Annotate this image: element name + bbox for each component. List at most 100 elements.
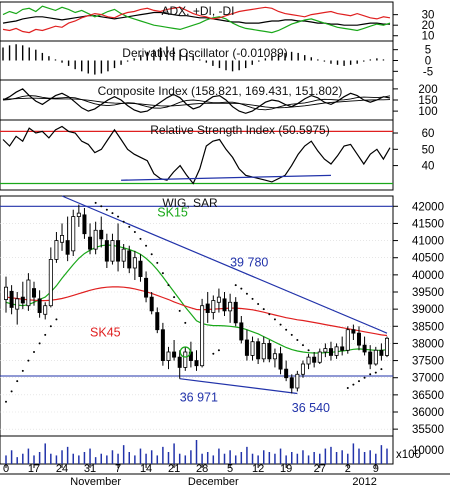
adx-y-tick-label: 10 bbox=[422, 31, 435, 43]
sar-point bbox=[374, 371, 377, 374]
wig-y-tick-label: 36000 bbox=[412, 407, 444, 419]
panel-title-wig-sar: WIG, SAR bbox=[162, 196, 218, 210]
sar-point bbox=[285, 328, 288, 331]
candle-body bbox=[9, 290, 14, 308]
candle-body bbox=[351, 329, 356, 334]
panel-title-adx: ADX, +DI, -DI bbox=[161, 4, 234, 18]
x-tick-label: 27 bbox=[314, 463, 326, 475]
candle-body bbox=[183, 351, 188, 368]
candle-body bbox=[295, 373, 300, 389]
candle-body bbox=[48, 259, 53, 307]
sar-point bbox=[290, 333, 293, 336]
candle-body bbox=[373, 349, 378, 365]
sar-point bbox=[145, 244, 148, 247]
candle-body bbox=[166, 351, 171, 361]
sar-point bbox=[234, 284, 237, 287]
panel-frame bbox=[0, 119, 394, 191]
sar-point bbox=[279, 323, 282, 326]
series-di-line bbox=[2, 5, 391, 34]
sar-point bbox=[173, 296, 176, 299]
candle-body bbox=[323, 348, 328, 353]
sar-point bbox=[100, 205, 103, 208]
volume-unit-label: x100 bbox=[396, 449, 421, 461]
x-tick-label: 2 bbox=[345, 463, 351, 475]
sar-point bbox=[161, 272, 164, 275]
candle-body bbox=[261, 343, 266, 360]
candle-body bbox=[43, 305, 48, 315]
wig-y-tick-label: 35500 bbox=[412, 424, 444, 436]
candle-body bbox=[345, 329, 350, 351]
sar-point bbox=[380, 368, 383, 371]
candle-body bbox=[160, 329, 165, 361]
panel-title-derivative-oscillator: Derivative Oscillator (-0.01089) bbox=[122, 46, 287, 60]
candle-body bbox=[289, 377, 294, 389]
x-tick-label: 7 bbox=[115, 463, 121, 475]
candle-body bbox=[60, 235, 65, 243]
composite-series-line bbox=[3, 97, 391, 109]
rsi-trend-line bbox=[121, 174, 331, 181]
chart-annotation: 39 780 bbox=[230, 255, 268, 269]
x-tick-label: 0 bbox=[3, 463, 9, 475]
candle-body bbox=[205, 303, 210, 313]
sar-point bbox=[16, 380, 19, 383]
candle-body bbox=[379, 349, 384, 356]
oscillator-y-tick-label: -5 bbox=[423, 66, 433, 78]
candle-body bbox=[300, 363, 305, 375]
candle-body bbox=[82, 214, 87, 235]
sar-point bbox=[178, 309, 181, 312]
candle-body bbox=[99, 229, 104, 240]
x-month-label: November bbox=[70, 476, 121, 488]
x-month-label: 2012 bbox=[352, 476, 376, 488]
candle-body bbox=[256, 341, 261, 360]
wig-y-tick-label: 36500 bbox=[412, 390, 444, 402]
series-di-line bbox=[2, 6, 391, 34]
x-tick-label: 14 bbox=[140, 463, 152, 475]
composite-y-tick-label: 150 bbox=[418, 95, 437, 107]
price-trend-line bbox=[179, 378, 298, 395]
wig-y-tick-label: 37000 bbox=[412, 373, 444, 385]
sar-point bbox=[257, 303, 260, 305]
sar-point bbox=[128, 225, 131, 228]
x-tick-label: 19 bbox=[280, 463, 292, 475]
sar-point bbox=[139, 237, 142, 240]
adx-y-tick-label: 20 bbox=[422, 20, 435, 32]
candle-body bbox=[368, 351, 373, 365]
candle-body bbox=[306, 356, 311, 365]
wig-y-tick-label: 40500 bbox=[412, 253, 444, 265]
sar-point bbox=[352, 383, 355, 386]
sar-point bbox=[357, 380, 360, 383]
candle-body bbox=[284, 368, 289, 379]
sar-point bbox=[363, 376, 366, 379]
adx-y-tick-label: 30 bbox=[422, 10, 435, 22]
chart-annotation: 36 540 bbox=[292, 401, 330, 415]
sar-point bbox=[150, 253, 153, 256]
candle-body bbox=[362, 344, 367, 353]
candle-body bbox=[211, 300, 216, 313]
sar-point bbox=[27, 359, 30, 362]
sar-point bbox=[21, 369, 24, 372]
candle-body bbox=[233, 301, 238, 324]
sar-point bbox=[49, 325, 52, 328]
sar-point bbox=[273, 318, 276, 321]
candle-body bbox=[4, 286, 9, 300]
wig-y-tick-label: 39500 bbox=[412, 287, 444, 299]
wig-y-tick-label: 42000 bbox=[412, 201, 444, 213]
candle-body bbox=[127, 250, 132, 269]
wig-y-tick-label: 38000 bbox=[412, 338, 444, 350]
rsi-line bbox=[2, 125, 391, 185]
sar-point bbox=[33, 351, 36, 353]
x-month-label: December bbox=[188, 476, 239, 488]
sar-point bbox=[10, 390, 13, 393]
sar-point bbox=[307, 349, 310, 352]
sar-point bbox=[167, 284, 170, 287]
candle-body bbox=[26, 279, 31, 307]
candle-body bbox=[144, 277, 149, 298]
sar-point bbox=[5, 400, 7, 403]
sar-point bbox=[55, 318, 58, 321]
sar-point bbox=[240, 287, 243, 290]
wig-y-tick-label: 38500 bbox=[412, 321, 444, 333]
candle-body bbox=[239, 322, 244, 341]
candle-body bbox=[20, 296, 25, 304]
